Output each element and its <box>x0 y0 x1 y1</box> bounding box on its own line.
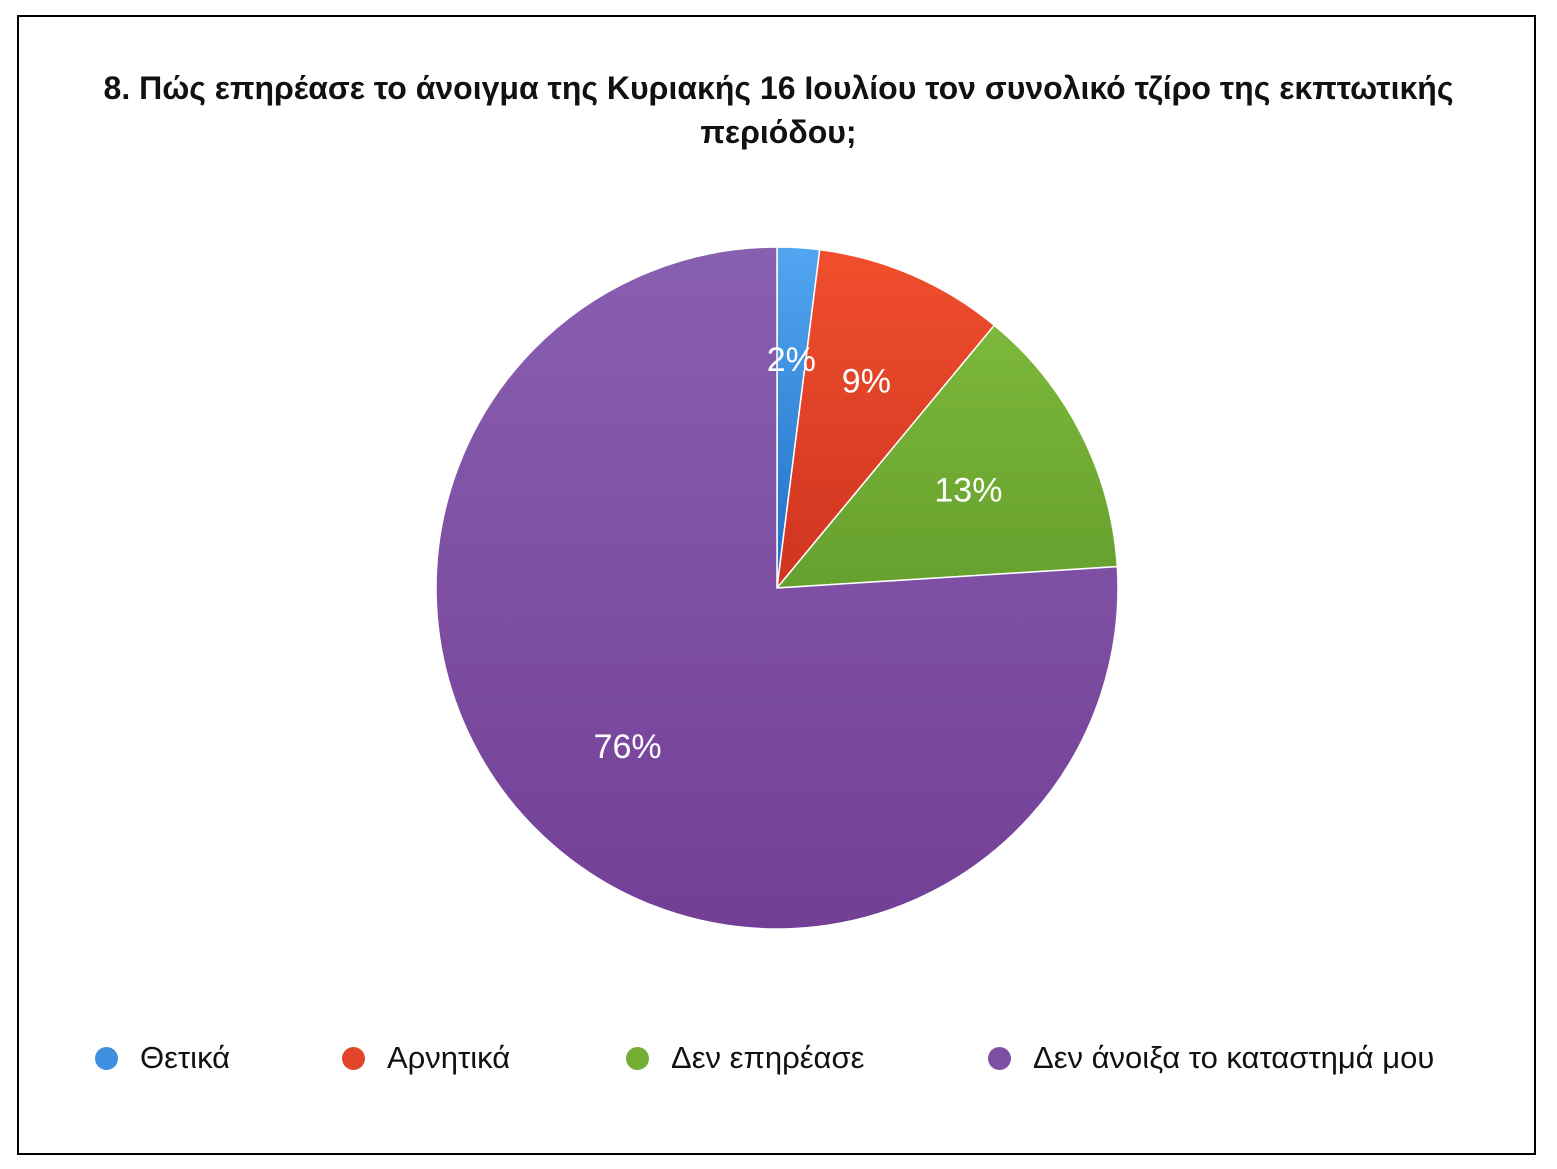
legend-dot-icon <box>988 1046 1011 1070</box>
legend-dot-icon <box>95 1046 118 1070</box>
legend-label: Αρνητικά <box>387 1040 511 1075</box>
legend-item-arnitika: Αρνητικά <box>342 1030 510 1086</box>
data-label-den-anoixa: 76% <box>594 728 662 766</box>
legend-item-den-anoixa: Δεν άνοιξα το καταστημά μου <box>988 1030 1434 1086</box>
chart-title: 8. Πώς επηρέασε το άνοιγμα της Κυριακής … <box>103 70 1454 150</box>
pie-slice-den-epirease <box>775 324 1119 589</box>
legend-dot-icon <box>626 1046 649 1070</box>
legend-dot-icon <box>342 1046 365 1070</box>
legend-item-den-epirease: Δεν επηρέασε <box>626 1030 864 1086</box>
legend-label: Δεν επηρέασε <box>671 1040 865 1075</box>
data-label-den-epirease: 13% <box>934 471 1002 509</box>
legend-label: Θετικά <box>140 1040 231 1075</box>
pie-slice-arnitika <box>775 248 996 591</box>
data-label-arnitika: 9% <box>842 362 891 400</box>
legend-label: Δεν άνοιξα το καταστημά μου <box>1033 1040 1435 1075</box>
pie-slice-den-anoixa <box>435 246 1119 930</box>
legend-item-thetika: Θετικά <box>95 1030 230 1086</box>
legend: Θετικά Αρνητικά Δεν επηρέασε Δεν άνοιξα … <box>0 1030 1557 1086</box>
data-label-thetika: 2% <box>767 341 816 379</box>
